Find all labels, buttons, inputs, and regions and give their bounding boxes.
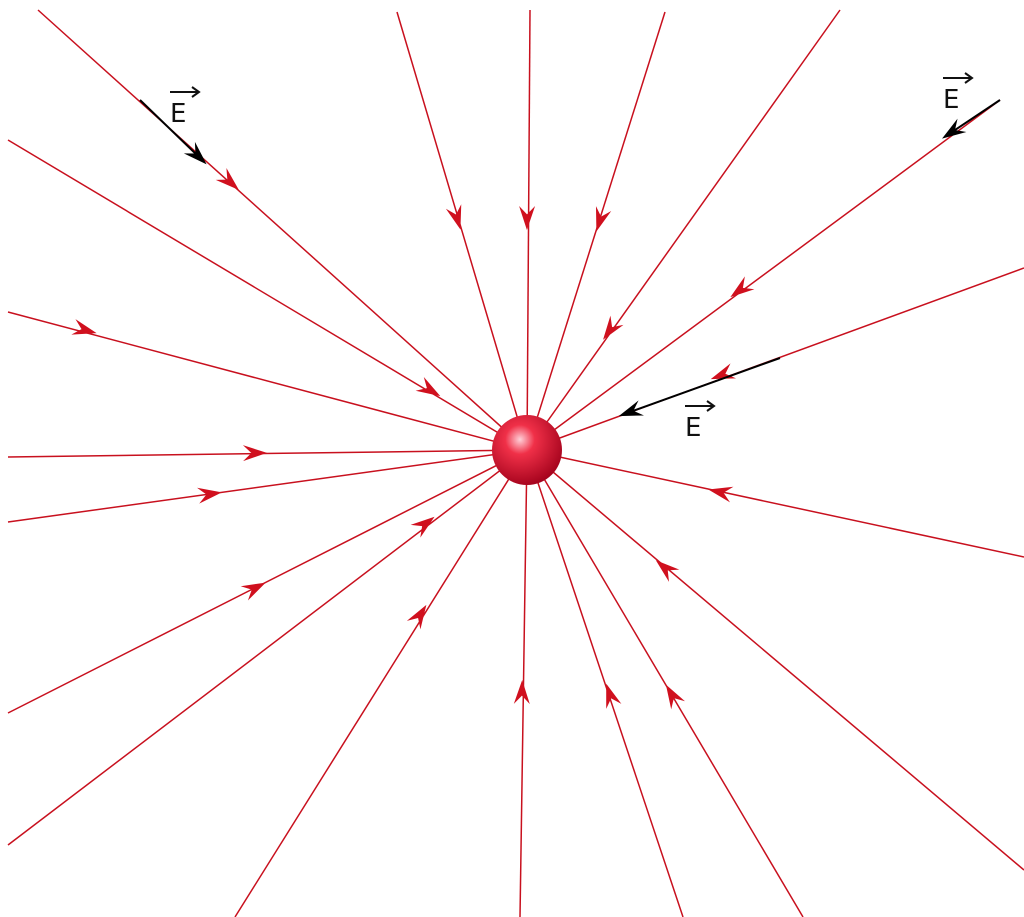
field-line xyxy=(7,139,528,451)
arrowhead xyxy=(942,118,967,139)
field-line xyxy=(396,11,528,451)
arrowhead xyxy=(519,205,536,230)
field-line xyxy=(526,99,1001,451)
vector-label: E xyxy=(170,86,201,129)
arrowhead xyxy=(240,582,266,601)
arrowhead xyxy=(410,516,435,538)
arrowhead xyxy=(708,486,734,503)
field-line xyxy=(526,449,1024,871)
arrowhead xyxy=(71,319,97,335)
arrowhead xyxy=(513,680,530,705)
field-line xyxy=(7,311,528,451)
field-vectors xyxy=(139,99,1001,417)
field-line xyxy=(7,449,528,523)
arrowhead xyxy=(603,315,624,340)
charge xyxy=(492,415,562,485)
field-line xyxy=(7,449,528,714)
field-line xyxy=(526,9,841,451)
vector-label: E xyxy=(685,400,716,443)
arrowhead xyxy=(415,376,441,397)
arrowhead xyxy=(242,445,267,462)
arrowhead xyxy=(665,684,685,710)
field-line xyxy=(37,9,528,451)
field-line xyxy=(7,449,528,458)
arrowhead xyxy=(618,400,645,417)
vector-symbol xyxy=(170,86,201,98)
arrowhead xyxy=(406,604,427,630)
vector-symbol xyxy=(685,400,716,412)
vector-label: E xyxy=(943,72,974,115)
field-line xyxy=(7,449,528,846)
arrowhead xyxy=(710,363,737,380)
field-line xyxy=(526,449,1024,558)
arrowhead xyxy=(595,206,612,232)
arrowhead xyxy=(606,683,622,709)
arrowhead xyxy=(655,560,680,582)
field-line xyxy=(526,11,666,451)
field-line xyxy=(526,449,804,917)
field-line xyxy=(234,449,528,917)
vector-symbol xyxy=(943,72,974,84)
arrowhead xyxy=(445,204,462,230)
label-text: E xyxy=(943,85,959,115)
field-line xyxy=(526,449,684,917)
arrowhead xyxy=(183,141,207,165)
field-line xyxy=(526,9,531,451)
arrowhead xyxy=(215,168,239,191)
vector-arrow xyxy=(951,99,1001,133)
vector-arrow xyxy=(139,99,199,157)
label-text: E xyxy=(685,413,701,443)
label-text: E xyxy=(170,99,186,129)
vector-arrow xyxy=(629,357,781,413)
field-lines xyxy=(7,9,1024,917)
arrowhead xyxy=(197,487,222,504)
field-line xyxy=(519,449,528,917)
arrowhead xyxy=(730,276,755,298)
